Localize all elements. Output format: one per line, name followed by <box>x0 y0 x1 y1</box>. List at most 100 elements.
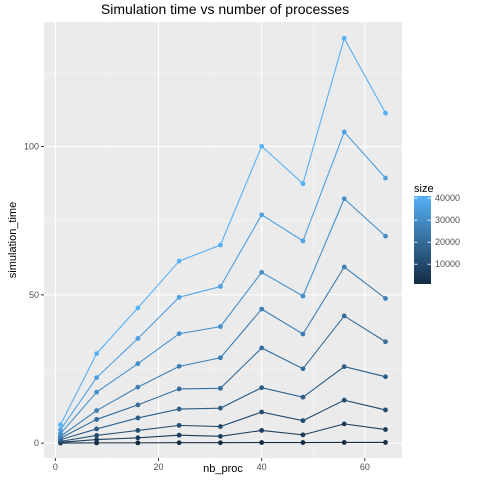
data-point <box>218 284 223 289</box>
data-point <box>383 374 388 380</box>
data-point <box>135 336 141 341</box>
data-point <box>259 269 265 275</box>
data-point <box>135 361 141 367</box>
data-point <box>300 293 306 299</box>
y-tick-label: 100 <box>24 142 39 152</box>
data-point <box>259 385 265 391</box>
data-point <box>383 407 388 413</box>
series-line <box>60 441 386 444</box>
data-point <box>341 364 347 370</box>
data-point <box>94 389 100 395</box>
data-point <box>135 415 141 421</box>
data-point <box>135 305 141 311</box>
series-size-36000 <box>58 129 388 433</box>
data-point <box>259 345 265 351</box>
data-point <box>176 386 182 392</box>
data-point <box>94 433 100 438</box>
legend: size 10000 20000 30000 40000 <box>414 183 460 284</box>
series-size-31000 <box>58 196 388 437</box>
data-point <box>176 363 182 369</box>
data-point <box>218 405 223 411</box>
data-point <box>218 242 223 248</box>
data-point <box>341 196 347 202</box>
data-point <box>259 428 265 433</box>
data-point <box>176 432 182 438</box>
data-point <box>218 324 223 330</box>
data-point <box>94 375 100 381</box>
data-point <box>300 181 306 187</box>
data-point <box>218 433 223 439</box>
y-tick-label: 0 <box>34 438 39 448</box>
y-tick-label: 50 <box>29 290 39 300</box>
data-point <box>135 384 141 390</box>
x-tick-label: 20 <box>154 462 164 472</box>
series-size-21000 <box>58 313 388 441</box>
data-point <box>94 426 100 432</box>
minor-gridlines <box>44 22 402 458</box>
legend-tick-label: 20000 <box>435 237 460 247</box>
data-point <box>341 264 347 270</box>
data-point <box>341 421 347 427</box>
x-tick-label: 0 <box>53 462 58 472</box>
data-point <box>383 233 388 239</box>
legend-tick-label: 30000 <box>435 215 460 225</box>
data-point <box>300 331 306 337</box>
data-point <box>176 331 182 337</box>
data-point <box>383 110 388 116</box>
data-point <box>176 258 182 264</box>
data-point <box>259 440 265 445</box>
data-point <box>341 440 347 445</box>
data-point <box>259 212 265 218</box>
data-point <box>300 440 306 445</box>
data-point <box>218 355 223 361</box>
data-point <box>300 238 306 244</box>
x-tick-label: 40 <box>257 462 267 472</box>
data-point <box>341 397 347 403</box>
data-point <box>135 402 141 408</box>
data-point <box>218 385 223 391</box>
legend-ticks: 10000 20000 30000 40000 <box>414 193 460 269</box>
data-point <box>176 422 182 428</box>
data-point <box>341 35 347 41</box>
x-tick-label: 60 <box>360 462 370 472</box>
chart-title: Simulation time vs number of processes <box>101 1 349 17</box>
data-point <box>94 437 100 443</box>
data-point <box>300 418 306 424</box>
data-point <box>176 294 182 300</box>
series-size-16000 <box>58 364 388 443</box>
series-size-41000 <box>58 35 388 428</box>
data-point <box>218 440 223 446</box>
data-point <box>58 422 63 428</box>
data-point <box>176 440 182 446</box>
data-point <box>94 408 100 413</box>
series-size-26000 <box>58 264 388 439</box>
data-point <box>135 440 141 446</box>
data-point <box>259 143 265 149</box>
data-point <box>94 351 100 356</box>
legend-tick-label: 10000 <box>435 259 460 269</box>
data-point <box>58 427 63 433</box>
x-axis-ticks: 0 20 40 60 <box>53 458 370 472</box>
data-point <box>300 366 306 372</box>
data-point <box>300 394 306 400</box>
data-point <box>259 306 265 312</box>
data-point <box>94 417 100 422</box>
data-point <box>58 431 63 437</box>
legend-tick-label: 40000 <box>435 193 460 203</box>
data-point <box>383 427 388 432</box>
y-axis-title: simulation_time <box>7 202 19 278</box>
data-point <box>383 440 388 445</box>
series-layer <box>58 35 388 446</box>
data-point <box>259 409 265 415</box>
data-point <box>341 129 347 135</box>
x-axis-title: nb_proc <box>203 463 243 475</box>
colorbar <box>414 196 431 284</box>
legend-title: size <box>414 183 434 195</box>
data-point <box>135 428 141 433</box>
data-point <box>383 175 388 181</box>
data-point <box>300 432 306 438</box>
data-point <box>176 406 182 412</box>
data-point <box>383 296 388 301</box>
data-point <box>135 435 141 441</box>
